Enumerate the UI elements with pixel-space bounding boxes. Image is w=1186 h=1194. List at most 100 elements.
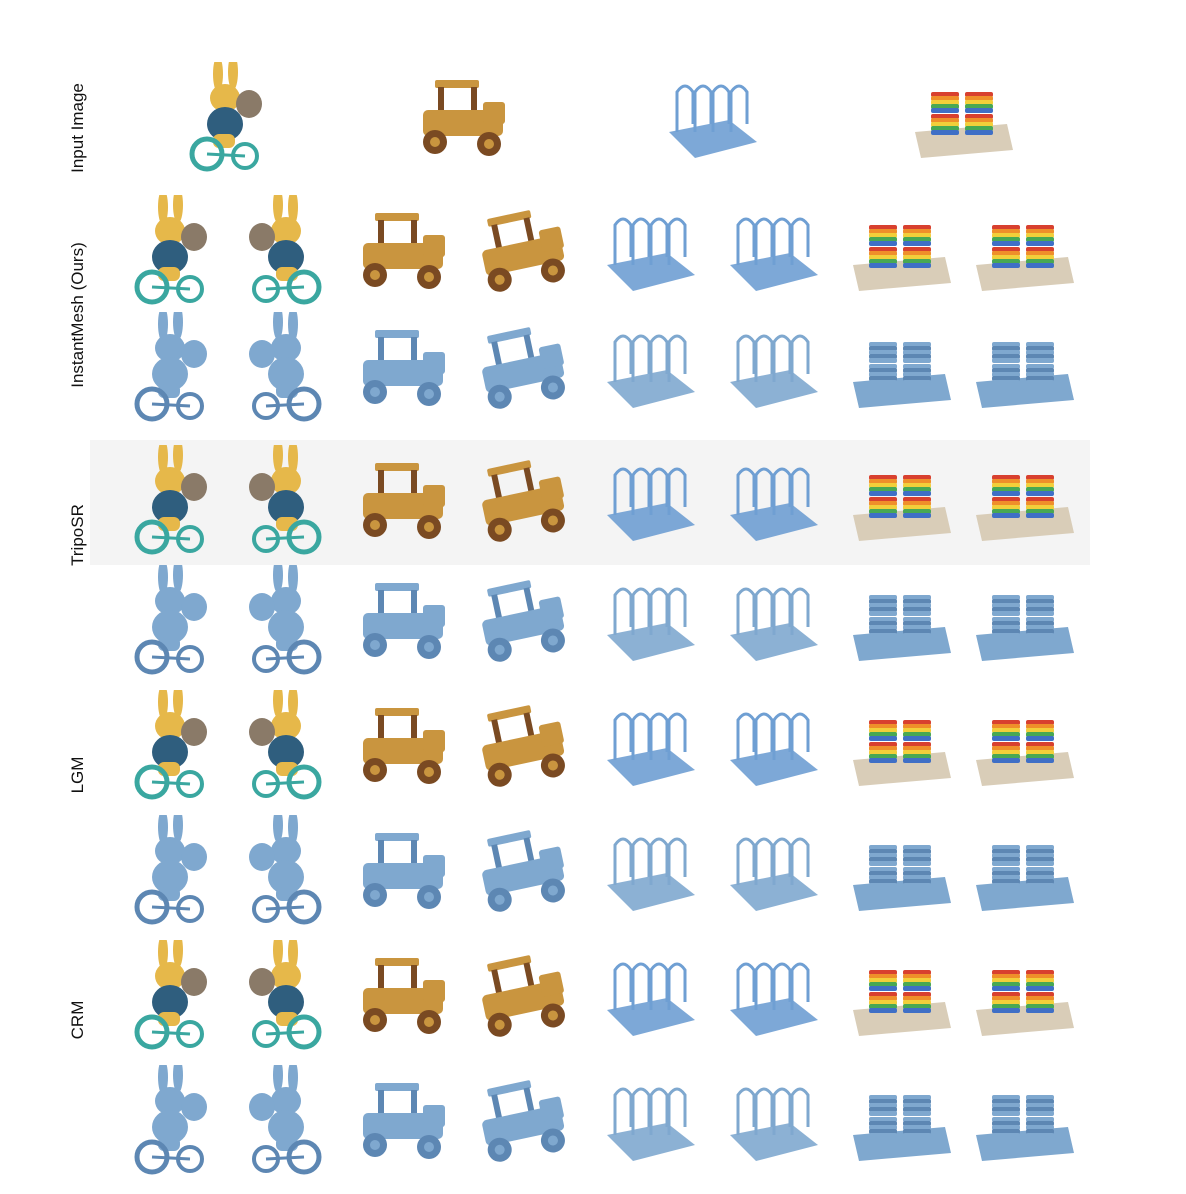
crm-mesh-render-toy-car-view-1-image — [363, 1083, 445, 1159]
crm-rgb-render-wire-rack-view-2 — [718, 940, 828, 1050]
instantmesh-ours-mesh-render-stacking-toy-view-2-image — [976, 342, 1074, 408]
crm-rgb-render-bunny-on-bicycle-view-2-image — [249, 940, 322, 1050]
crm-mesh-render-stacking-toy-view-1 — [845, 1065, 955, 1175]
triposr-mesh-render-stacking-toy-view-1 — [845, 565, 955, 675]
lgm-rgb-render-stacking-toy-view-1-image — [853, 720, 951, 786]
crm-rgb-render-toy-car-view-1-image — [363, 958, 445, 1034]
triposr-rgb-render-bunny-on-bicycle-view-2 — [228, 445, 338, 555]
input-image-wire-rack-image — [668, 84, 757, 158]
lgm-mesh-render-bunny-on-bicycle-view-1 — [118, 815, 228, 925]
lgm-mesh-render-wire-rack-view-1 — [595, 815, 705, 925]
crm-mesh-render-toy-car-view-2 — [465, 1065, 575, 1175]
crm-mesh-render-toy-car-view-2-image — [482, 1080, 565, 1162]
instantmesh-ours-mesh-render-bunny-on-bicycle-view-1 — [118, 312, 228, 422]
input-image-stacking-toy — [907, 62, 1017, 172]
lgm-mesh-render-bunny-on-bicycle-view-2 — [228, 815, 338, 925]
lgm-mesh-render-bunny-on-bicycle-view-1-image — [134, 815, 207, 925]
instantmesh-ours-rgb-render-wire-rack-view-2-image — [730, 217, 818, 291]
instantmesh-ours-rgb-render-toy-car-view-1 — [345, 195, 455, 305]
instantmesh-ours-mesh-render-wire-rack-view-2 — [718, 312, 828, 422]
lgm-mesh-render-bunny-on-bicycle-view-2-image — [249, 815, 322, 925]
instantmesh-ours-mesh-render-toy-car-view-1-image — [363, 330, 445, 406]
instantmesh-ours-mesh-render-toy-car-view-2-image — [482, 327, 565, 409]
triposr-mesh-render-toy-car-view-2 — [465, 565, 575, 675]
instantmesh-ours-mesh-render-toy-car-view-1 — [345, 312, 455, 422]
lgm-rgb-render-bunny-on-bicycle-view-2 — [228, 690, 338, 800]
instantmesh-ours-mesh-render-stacking-toy-view-2 — [968, 312, 1078, 422]
lgm-rgb-render-wire-rack-view-1 — [595, 690, 705, 800]
instantmesh-ours-mesh-render-bunny-on-bicycle-view-2-image — [249, 312, 322, 422]
instantmesh-ours-rgb-render-stacking-toy-view-1-image — [853, 225, 951, 291]
triposr-mesh-render-wire-rack-view-1 — [595, 565, 705, 675]
input-image-bunny-on-bicycle-image — [189, 62, 262, 172]
triposr-mesh-render-stacking-toy-view-2-image — [976, 595, 1074, 661]
lgm-rgb-render-wire-rack-view-2-image — [730, 712, 818, 786]
crm-mesh-render-wire-rack-view-2 — [718, 1065, 828, 1175]
triposr-rgb-render-stacking-toy-view-1-image — [853, 475, 951, 541]
crm-rgb-render-toy-car-view-2 — [465, 940, 575, 1050]
lgm-rgb-render-bunny-on-bicycle-view-2-image — [249, 690, 322, 800]
input-image-stacking-toy-image — [914, 92, 1013, 158]
input-image-toy-car-image — [423, 80, 505, 156]
lgm-rgb-render-stacking-toy-view-1 — [845, 690, 955, 800]
lgm-rgb-render-stacking-toy-view-2-image — [976, 720, 1074, 786]
crm-rgb-render-wire-rack-view-1-image — [607, 962, 695, 1036]
lgm-rgb-render-wire-rack-view-1-image — [607, 712, 695, 786]
triposr-mesh-render-wire-rack-view-1-image — [607, 587, 695, 661]
triposr-rgb-render-toy-car-view-2-image — [482, 460, 565, 542]
instantmesh-ours-rgb-render-wire-rack-view-2 — [718, 195, 828, 305]
instantmesh-ours-rgb-render-toy-car-view-1-image — [363, 213, 445, 289]
crm-mesh-render-bunny-on-bicycle-view-2-image — [249, 1065, 322, 1175]
crm-mesh-render-bunny-on-bicycle-view-1-image — [134, 1065, 207, 1175]
lgm-rgb-render-toy-car-view-2-image — [482, 705, 565, 787]
crm-mesh-render-stacking-toy-view-2 — [968, 1065, 1078, 1175]
lgm-rgb-render-stacking-toy-view-2 — [968, 690, 1078, 800]
crm-mesh-render-stacking-toy-view-2-image — [976, 1095, 1074, 1161]
lgm-mesh-render-toy-car-view-2-image — [482, 830, 565, 912]
triposr-mesh-render-toy-car-view-1 — [345, 565, 455, 675]
crm-rgb-render-wire-rack-view-2-image — [730, 962, 818, 1036]
triposr-rgb-render-wire-rack-view-1-image — [607, 467, 695, 541]
instantmesh-ours-rgb-render-stacking-toy-view-1 — [845, 195, 955, 305]
lgm-mesh-render-stacking-toy-view-2-image — [976, 845, 1074, 911]
triposr-mesh-render-toy-car-view-2-image — [482, 580, 565, 662]
crm-rgb-render-stacking-toy-view-2-image — [976, 970, 1074, 1036]
row-label-triposr: TripoSR — [68, 504, 87, 566]
triposr-mesh-render-bunny-on-bicycle-view-2-image — [249, 565, 322, 675]
lgm-mesh-render-wire-rack-view-2 — [718, 815, 828, 925]
input-image-wire-rack — [657, 62, 767, 172]
crm-rgb-render-toy-car-view-2-image — [482, 955, 565, 1037]
instantmesh-ours-mesh-render-stacking-toy-view-1-image — [853, 342, 951, 408]
triposr-rgb-render-stacking-toy-view-2-image — [976, 475, 1074, 541]
crm-mesh-render-stacking-toy-view-1-image — [853, 1095, 951, 1161]
crm-mesh-render-toy-car-view-1 — [345, 1065, 455, 1175]
crm-mesh-render-bunny-on-bicycle-view-1 — [118, 1065, 228, 1175]
instantmesh-ours-rgb-render-bunny-on-bicycle-view-2-image — [249, 195, 322, 305]
instantmesh-ours-rgb-render-bunny-on-bicycle-view-1 — [118, 195, 228, 305]
lgm-rgb-render-bunny-on-bicycle-view-1 — [118, 690, 228, 800]
lgm-rgb-render-toy-car-view-1-image — [363, 708, 445, 784]
lgm-mesh-render-stacking-toy-view-1 — [845, 815, 955, 925]
lgm-mesh-render-toy-car-view-1 — [345, 815, 455, 925]
triposr-mesh-render-wire-rack-view-2-image — [730, 587, 818, 661]
instantmesh-ours-mesh-render-bunny-on-bicycle-view-1-image — [134, 312, 207, 422]
lgm-rgb-render-toy-car-view-2 — [465, 690, 575, 800]
crm-rgb-render-bunny-on-bicycle-view-1-image — [134, 940, 207, 1050]
triposr-mesh-render-stacking-toy-view-2 — [968, 565, 1078, 675]
triposr-rgb-render-toy-car-view-1-image — [363, 463, 445, 539]
instantmesh-ours-rgb-render-bunny-on-bicycle-view-2 — [228, 195, 338, 305]
row-label-input-image: Input Image — [68, 83, 87, 173]
crm-mesh-render-wire-rack-view-1 — [595, 1065, 705, 1175]
instantmesh-ours-rgb-render-stacking-toy-view-2 — [968, 195, 1078, 305]
crm-mesh-render-bunny-on-bicycle-view-2 — [228, 1065, 338, 1175]
lgm-mesh-render-wire-rack-view-2-image — [730, 837, 818, 911]
crm-rgb-render-stacking-toy-view-2 — [968, 940, 1078, 1050]
lgm-rgb-render-toy-car-view-1 — [345, 690, 455, 800]
crm-rgb-render-bunny-on-bicycle-view-2 — [228, 940, 338, 1050]
crm-rgb-render-stacking-toy-view-1-image — [853, 970, 951, 1036]
crm-mesh-render-wire-rack-view-2-image — [730, 1087, 818, 1161]
lgm-rgb-render-wire-rack-view-2 — [718, 690, 828, 800]
lgm-mesh-render-toy-car-view-1-image — [363, 833, 445, 909]
row-label-lgm: LGM — [68, 756, 87, 794]
triposr-rgb-render-stacking-toy-view-2 — [968, 445, 1078, 555]
